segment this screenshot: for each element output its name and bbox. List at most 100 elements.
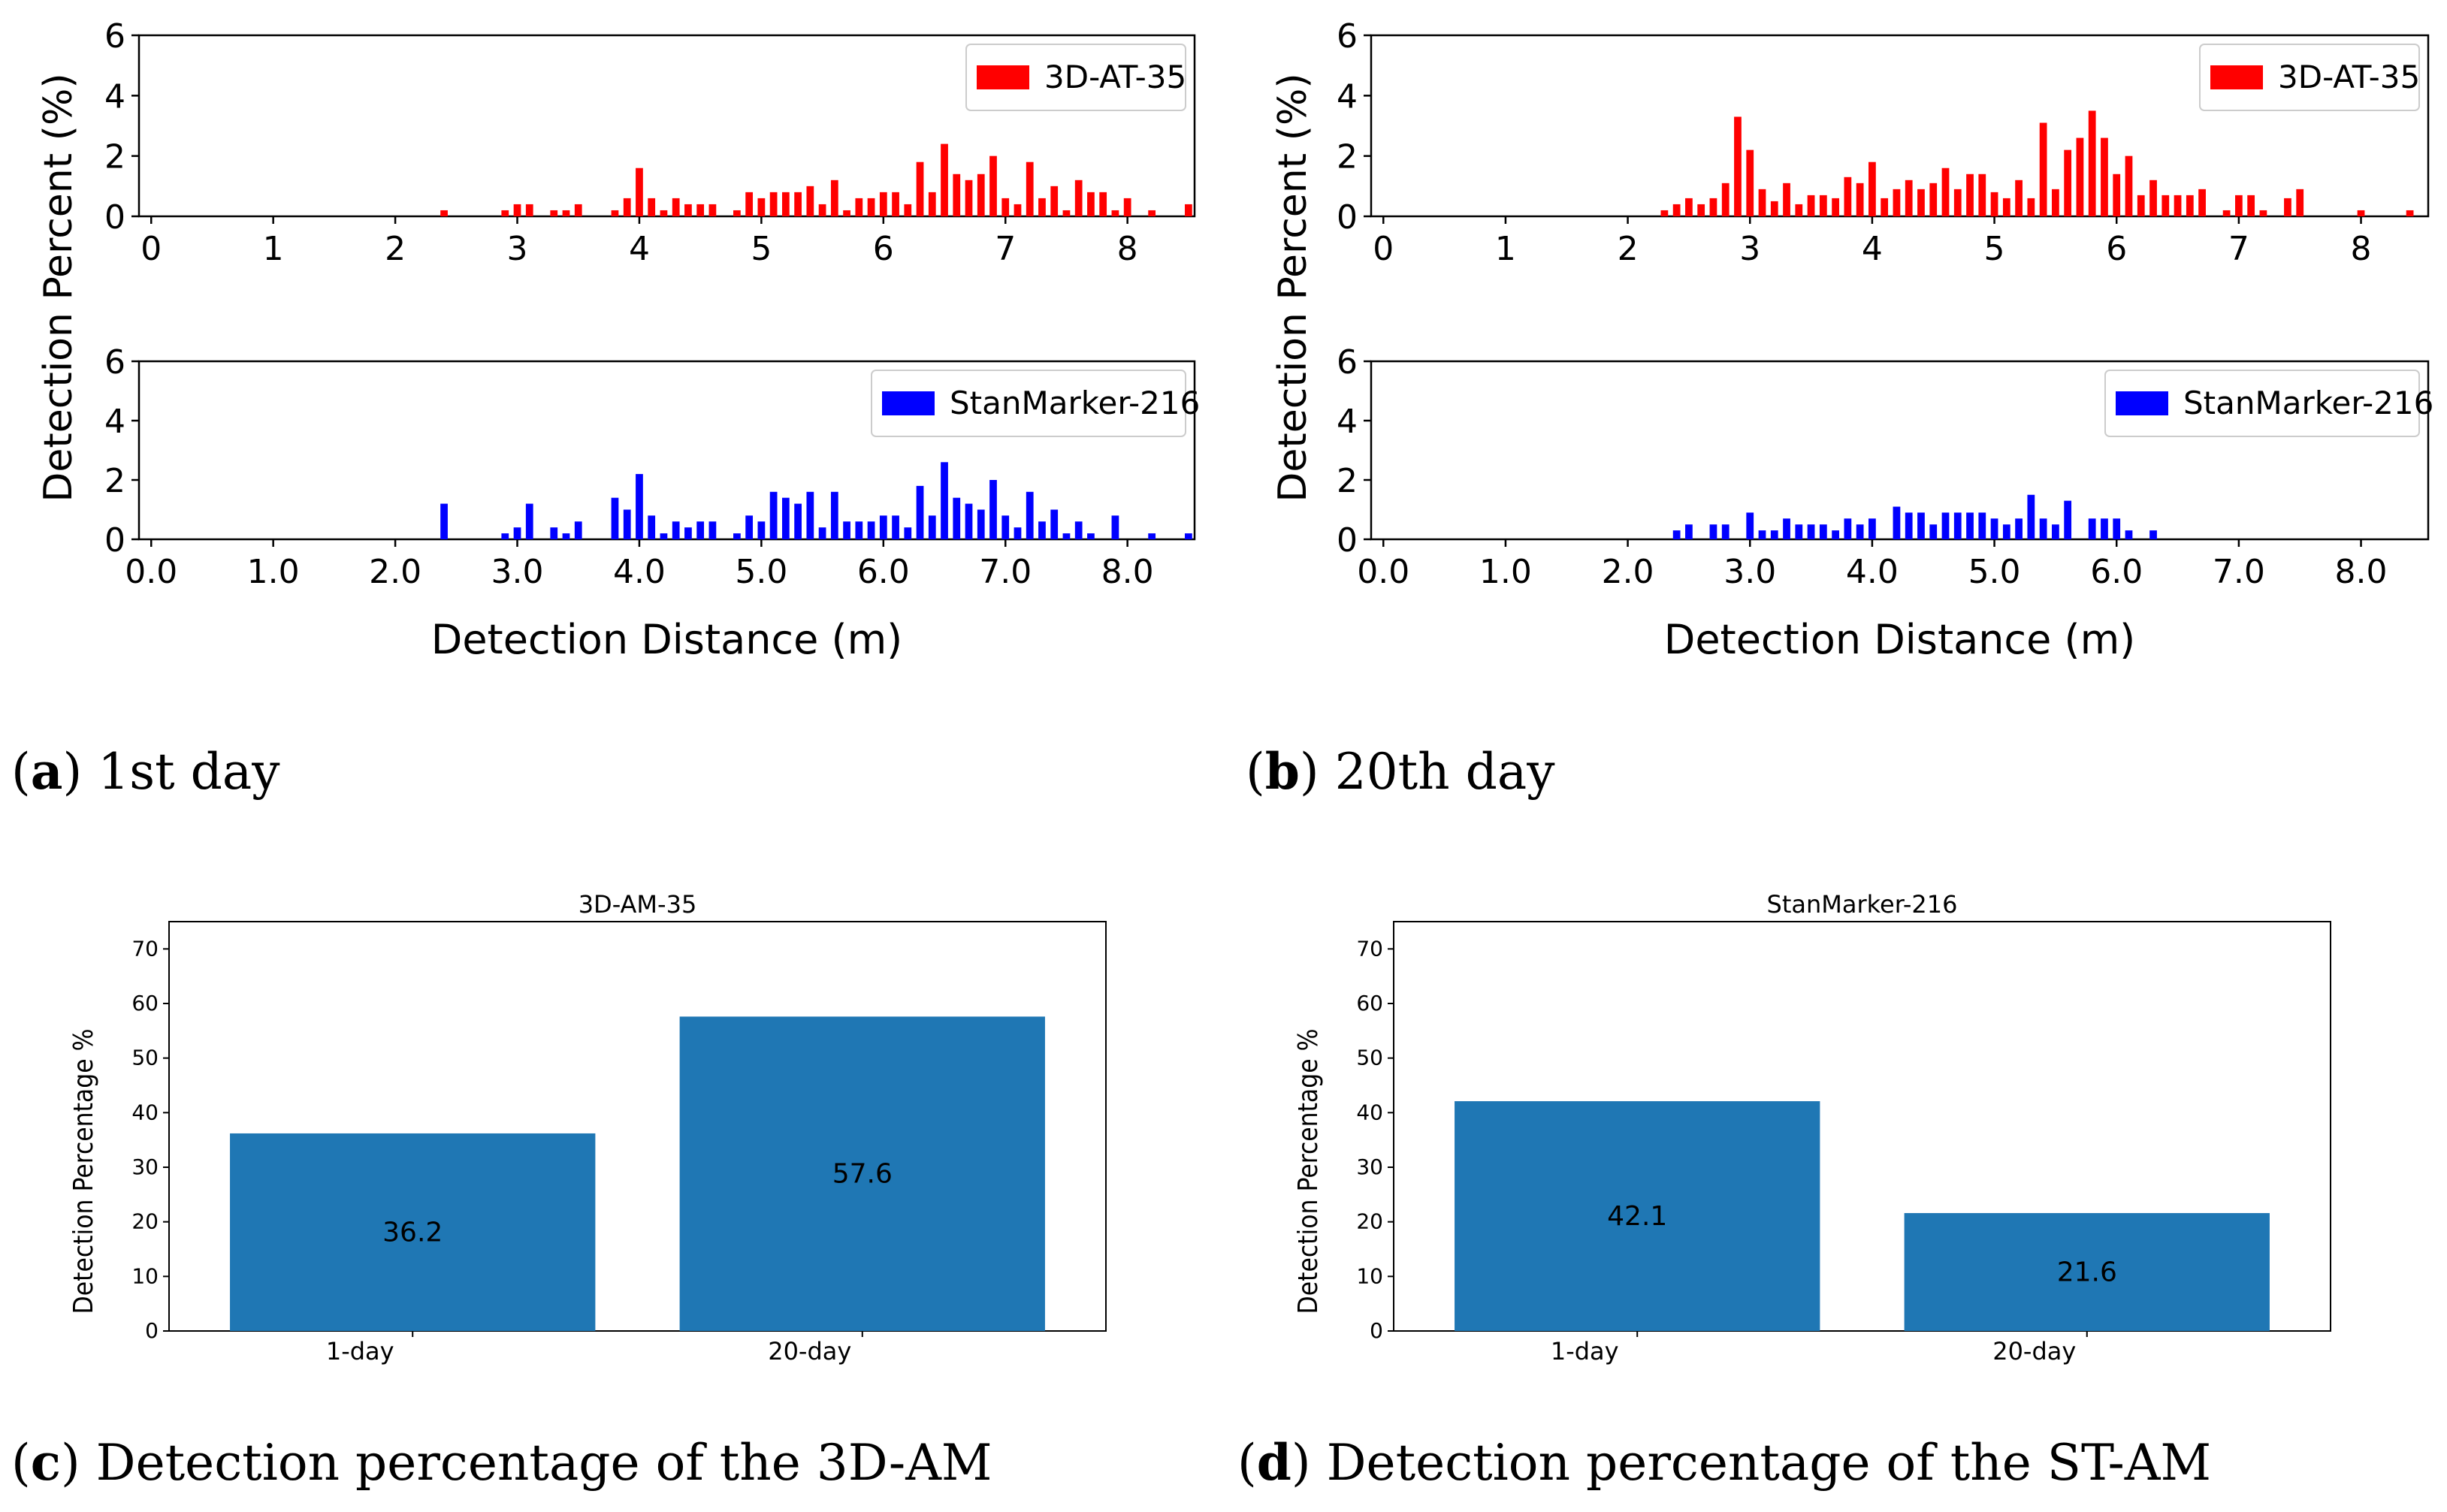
plot-frame bbox=[168, 921, 1107, 1332]
bar bbox=[1953, 189, 1962, 216]
x-tick-label: 20-day bbox=[1992, 1337, 2076, 1366]
y-axis-label-a: Detection Percent (%) bbox=[36, 73, 81, 502]
bar bbox=[879, 515, 887, 539]
bar bbox=[1721, 524, 1730, 539]
bar bbox=[1111, 210, 1119, 216]
bar bbox=[818, 204, 826, 216]
bar bbox=[1893, 189, 1901, 216]
caption-a-text: ) 1st day bbox=[63, 743, 281, 801]
y-tick-label: 10 bbox=[1356, 1263, 1383, 1288]
legend-swatch bbox=[2116, 391, 2168, 415]
bar bbox=[941, 143, 948, 216]
y-tick-label: 0 bbox=[104, 198, 125, 237]
bar bbox=[1111, 515, 1119, 539]
y-tick-label: 10 bbox=[131, 1263, 159, 1288]
bar bbox=[611, 210, 619, 216]
bar bbox=[1050, 509, 1059, 539]
bar bbox=[892, 192, 899, 216]
bar bbox=[2406, 210, 2414, 216]
legend-swatch bbox=[977, 65, 1029, 89]
bar bbox=[2357, 210, 2365, 216]
x-tick-label: 4 bbox=[1862, 230, 1883, 268]
x-tick-label: 0.0 bbox=[125, 553, 177, 591]
bar bbox=[769, 491, 778, 539]
bar bbox=[2064, 500, 2072, 539]
bar bbox=[830, 180, 838, 216]
y-tick-label: 0 bbox=[1370, 1318, 1383, 1343]
bar bbox=[745, 515, 754, 539]
caption-b-text: ) 20th day bbox=[1300, 743, 1555, 801]
bar bbox=[696, 204, 705, 216]
bar bbox=[684, 204, 692, 216]
x-tick-label: 5 bbox=[751, 230, 772, 268]
bar bbox=[648, 515, 656, 539]
caption-d-letter: d bbox=[1257, 1433, 1291, 1492]
bar bbox=[977, 509, 985, 539]
bar bbox=[1758, 189, 1766, 216]
chart-a_bottom: 0 2 4 6 0.0 1.0 2.0 3.0 4.0 5.0 6.0 7.0 8.0 StanMarke… bbox=[104, 343, 1200, 663]
bar bbox=[806, 186, 814, 216]
y-tick-label: 40 bbox=[131, 1100, 159, 1124]
x-tick-label: 1.0 bbox=[1479, 553, 1532, 591]
bar bbox=[2113, 518, 2121, 539]
legend: StanMarker-216 bbox=[2104, 370, 2433, 437]
bar-1-day bbox=[230, 1133, 596, 1331]
x-tick-label: 2.0 bbox=[1602, 553, 1654, 591]
bar bbox=[525, 503, 533, 539]
legend-swatch bbox=[2210, 65, 2263, 89]
caption-d-text: ) Detection percentage of the ST-AM bbox=[1291, 1434, 2211, 1492]
y-tick-label: 0 bbox=[1337, 198, 1358, 237]
y-tick-label: 6 bbox=[104, 343, 125, 382]
bar bbox=[1917, 189, 1925, 216]
caption-b-letter: b bbox=[1265, 742, 1300, 801]
legend: 3D-AT-35 bbox=[2199, 44, 2420, 111]
bar bbox=[440, 210, 448, 216]
chart-title: 3D-AM-35 bbox=[579, 890, 697, 919]
bar bbox=[660, 533, 668, 539]
x-tick-label: 6 bbox=[873, 230, 894, 268]
bar bbox=[1990, 518, 1998, 539]
bar bbox=[818, 527, 826, 539]
bar bbox=[1709, 524, 1717, 539]
bar bbox=[2064, 149, 2072, 216]
bar bbox=[879, 192, 887, 216]
data-label: 42.1 bbox=[1607, 1201, 1667, 1232]
bar bbox=[1074, 521, 1083, 539]
bar bbox=[1966, 512, 1974, 539]
y-tick-label: 0 bbox=[145, 1318, 159, 1343]
bar bbox=[525, 204, 533, 216]
bar bbox=[2113, 174, 2121, 216]
bar bbox=[904, 204, 912, 216]
bar bbox=[1905, 512, 1913, 539]
y-tick-label: 30 bbox=[1356, 1154, 1383, 1179]
bar bbox=[794, 503, 802, 539]
bar bbox=[855, 198, 863, 216]
legend-box bbox=[2104, 370, 2420, 437]
bar bbox=[672, 521, 680, 539]
bar bbox=[916, 485, 924, 539]
bar bbox=[989, 480, 997, 539]
bar bbox=[953, 174, 961, 216]
bar bbox=[1087, 533, 1095, 539]
legend-box bbox=[965, 44, 1186, 111]
bar bbox=[830, 491, 838, 539]
bar bbox=[2088, 518, 2096, 539]
chart-d_summary: StanMarker-216 0 10 20 30 40 50 60 70 Detection P… bbox=[1293, 890, 2331, 1366]
bar bbox=[1685, 198, 1693, 216]
bar bbox=[1819, 524, 1827, 539]
bar bbox=[941, 462, 948, 539]
x-tick-label: 8.0 bbox=[2335, 553, 2388, 591]
bar bbox=[1087, 192, 1095, 216]
x-tick-label: 2.0 bbox=[369, 553, 421, 591]
caption-c: (c) Detection percentage of the 3D-AM bbox=[11, 1433, 992, 1492]
y-tick-label: 6 bbox=[1337, 17, 1358, 56]
x-tick-label: 5.0 bbox=[735, 553, 787, 591]
bar bbox=[1856, 524, 1864, 539]
x-tick-label: 0 bbox=[140, 230, 162, 268]
x-tick-label: 5.0 bbox=[1968, 553, 2021, 591]
bar bbox=[1062, 533, 1071, 539]
y-tick-label: 60 bbox=[1356, 991, 1383, 1016]
x-tick-label: 8 bbox=[1117, 230, 1138, 268]
